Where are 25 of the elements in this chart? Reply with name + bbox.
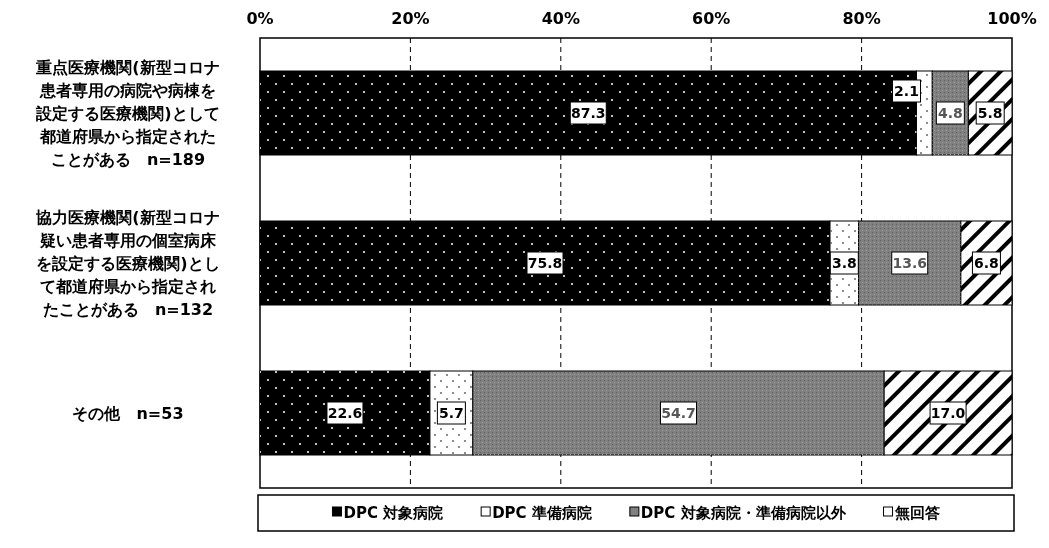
x-tick-label: 80% <box>842 9 881 28</box>
data-label: 4.8 <box>937 105 963 121</box>
legend-label: DPC 準備病院 <box>492 504 592 522</box>
legend-label: DPC 対象病院・準備病院以外 <box>640 504 847 522</box>
data-label: 75.8 <box>527 255 563 271</box>
data-label: 3.8 <box>831 255 857 271</box>
legend-label: 無回答 <box>893 504 940 522</box>
data-label: 5.7 <box>438 405 464 421</box>
x-tick-label: 100% <box>987 9 1037 28</box>
y-tick-label: その他 n=53 <box>72 404 184 423</box>
data-label: 6.8 <box>974 255 999 271</box>
data-label: 22.6 <box>327 405 363 421</box>
data-label: 5.8 <box>977 105 1003 121</box>
data-label: 54.7 <box>661 405 696 421</box>
x-tick-label: 60% <box>692 9 731 28</box>
data-label: 2.1 <box>894 83 919 99</box>
data-label: 17.0 <box>930 405 966 421</box>
y-tick-label: 重点医療機関(新型コロナ患者専用の病院や病棟を設定する医療機関)として都道府県から指定されたことがある n=189 <box>35 58 220 169</box>
x-tick-label: 40% <box>541 9 580 28</box>
x-tick-label: 0% <box>246 9 274 28</box>
data-label: 87.3 <box>570 105 606 121</box>
data-label: 13.6 <box>892 255 927 271</box>
x-tick-label: 20% <box>391 9 430 28</box>
legend-label: DPC 対象病院 <box>343 504 444 522</box>
y-tick-label: 協力医療機関(新型コロナ疑い患者専用の個室病床を設定する医療機関)として都道府県から指定されたことがある n=132 <box>35 208 220 319</box>
